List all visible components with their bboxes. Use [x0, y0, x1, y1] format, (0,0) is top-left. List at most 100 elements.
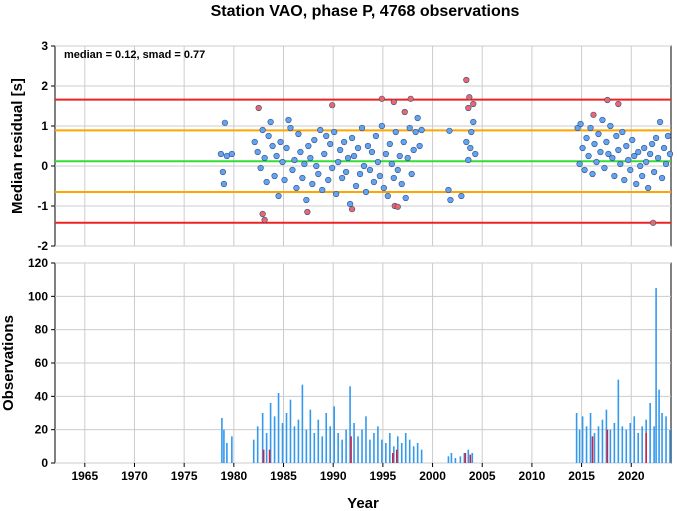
residual-point	[625, 156, 632, 164]
residual-point	[617, 160, 624, 168]
observation-bar	[333, 406, 335, 463]
observation-bar	[617, 379, 620, 463]
y-tick-label: 0	[41, 159, 48, 173]
observation-bar	[606, 429, 609, 463]
residual-point	[255, 104, 262, 112]
x-axis-label-year: Year	[347, 495, 379, 511]
residual-point	[251, 138, 258, 146]
observation-bar	[265, 433, 268, 463]
residual-point	[390, 174, 397, 182]
residual-point	[641, 144, 648, 152]
residual-point	[607, 122, 614, 130]
x-tick-label: 2015	[568, 469, 595, 483]
residual-point	[360, 162, 368, 170]
observation-bar	[593, 433, 596, 463]
observation-bar	[369, 439, 371, 463]
observation-bar	[381, 439, 383, 463]
residual-point	[458, 192, 465, 200]
observation-bar	[221, 418, 223, 463]
residual-point	[337, 146, 344, 154]
observation-bar	[447, 456, 450, 463]
observation-bar	[325, 413, 328, 463]
residual-point	[651, 168, 658, 176]
residual-point	[228, 150, 235, 158]
residual-point	[303, 196, 310, 204]
residual-point	[615, 100, 622, 108]
observation-bar	[581, 416, 584, 463]
residual-point	[350, 152, 358, 160]
residual-gridlines	[55, 45, 671, 247]
observation-bar	[658, 389, 660, 463]
observation-bar	[393, 446, 395, 463]
residual-points	[217, 76, 674, 226]
observation-bar	[277, 393, 280, 463]
residual-point	[619, 128, 626, 136]
residual-point	[319, 186, 326, 194]
residual-point	[396, 152, 403, 160]
residual-point	[467, 144, 474, 152]
residual-point	[660, 144, 668, 152]
residual-point	[631, 152, 638, 160]
residual-point	[666, 150, 674, 158]
observation-bar	[629, 423, 632, 463]
x-tick-label: 2020	[618, 469, 645, 483]
residual-point	[348, 134, 356, 142]
residual-point	[605, 150, 612, 158]
residual-point	[265, 132, 272, 140]
observation-bar	[641, 426, 643, 463]
residual-point	[609, 154, 616, 162]
observation-bar	[589, 413, 592, 463]
observation-bar	[454, 458, 457, 463]
observation-bar	[256, 426, 259, 463]
residual-point	[382, 150, 389, 158]
residual-point	[309, 180, 316, 188]
y-tick-label: 0	[41, 456, 48, 470]
residual-point	[650, 219, 657, 226]
observation-bar	[464, 453, 467, 463]
observation-bar	[309, 409, 312, 463]
observation-bar	[578, 429, 581, 463]
residual-point	[587, 124, 594, 132]
y-tick-label: 60	[35, 356, 49, 370]
residual-point	[263, 178, 270, 186]
observation-bar	[395, 449, 398, 463]
observation-bar	[400, 443, 403, 463]
observation-bar	[653, 426, 655, 463]
observation-bar	[341, 439, 343, 463]
residual-point	[289, 166, 296, 174]
observation-bar	[669, 429, 671, 463]
median-smad-annotation: median = 0.12, smad = 0.77	[64, 49, 205, 61]
y-tick-label: 100	[28, 289, 48, 303]
residual-point	[275, 192, 282, 200]
residual-point	[404, 154, 411, 162]
observations-panel: 0 20 40 60 80 100 120 1965 1970 1975 1980 1985 1990…	[0, 256, 672, 511]
residual-point	[281, 176, 288, 184]
observation-bar	[396, 436, 399, 463]
observation-bar	[389, 433, 391, 463]
observation-bar	[297, 419, 300, 463]
residual-point	[217, 150, 225, 158]
residual-point	[593, 158, 600, 166]
observation-bars	[221, 288, 671, 463]
residual-point	[378, 95, 385, 102]
year-x-ticks: 1965 1970 1975 1980 1985 1990 1995 2000 2005 2010…	[71, 463, 645, 483]
residual-point	[384, 192, 391, 200]
observation-bar	[621, 426, 624, 463]
observation-bar	[268, 449, 271, 463]
residual-point	[465, 156, 472, 164]
residual-point	[267, 118, 274, 126]
residual-point	[468, 128, 475, 136]
residual-point	[637, 162, 644, 170]
residual-point	[577, 120, 584, 128]
residual-point	[654, 154, 662, 162]
observation-bar	[412, 446, 415, 463]
residual-point	[346, 200, 354, 208]
residual-point	[627, 166, 634, 174]
residual-point	[358, 124, 366, 132]
residual-point	[629, 136, 636, 144]
observation-bar	[459, 456, 462, 463]
residual-point	[386, 140, 393, 148]
x-tick-label: 1995	[370, 469, 397, 483]
residual-point	[410, 146, 417, 154]
residual-point	[611, 172, 618, 180]
